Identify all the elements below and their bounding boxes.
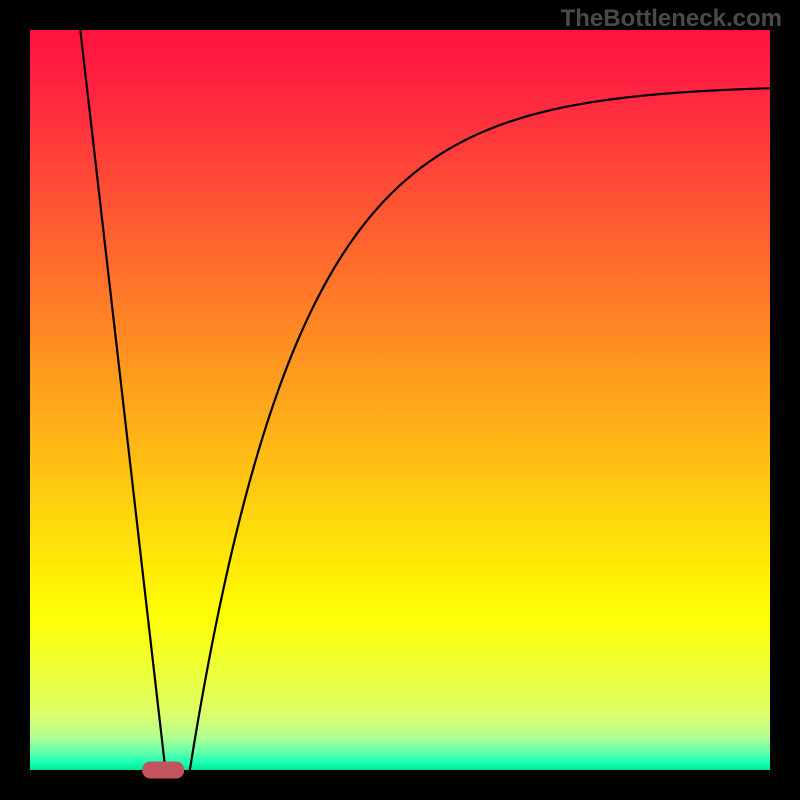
chart-plot-background	[30, 30, 770, 770]
watermark-text: TheBottleneck.com	[561, 5, 782, 33]
chart-container: TheBottleneck.com	[0, 0, 800, 800]
bottleneck-chart	[0, 0, 800, 800]
optimal-zone-marker	[142, 762, 184, 779]
